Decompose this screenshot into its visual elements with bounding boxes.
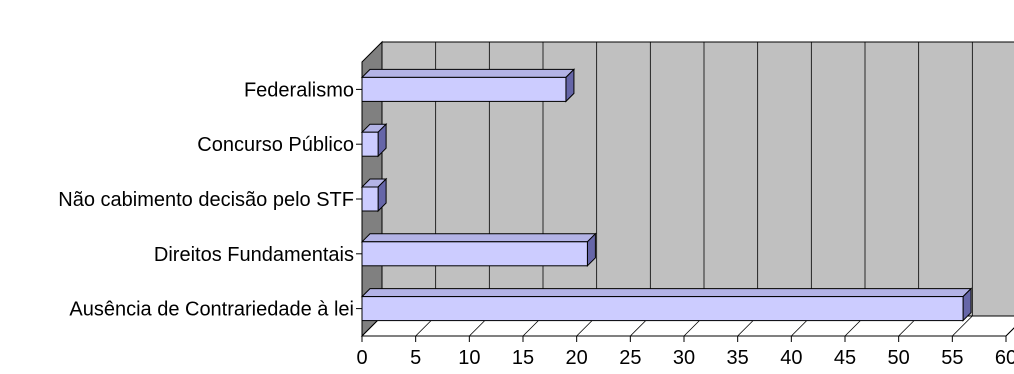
x-tick-label: 25 <box>619 347 641 369</box>
bar <box>361 241 588 267</box>
x-tick-label: 40 <box>780 347 802 369</box>
x-tick-label: 35 <box>727 347 749 369</box>
x-tick-label: 10 <box>458 347 480 369</box>
x-tick-label: 0 <box>356 347 367 369</box>
bar <box>361 76 567 102</box>
x-tick-label: 20 <box>566 347 588 369</box>
category-label: Federalismo <box>244 79 354 101</box>
bar-top <box>360 68 576 78</box>
y-axis-category-labels: Federalismo Concurso Público Não cabimento… <box>58 79 362 321</box>
bars <box>360 68 973 322</box>
category-label: Ausência de Contrariedade à lei <box>69 299 354 321</box>
x-tick-label: 5 <box>410 347 421 369</box>
x-tick-label: 50 <box>888 347 910 369</box>
x-tick-label: 60 <box>995 347 1014 369</box>
x-axis-tick-labels: 0 5 10 15 20 25 30 35 40 45 50 55 60 <box>356 347 1014 369</box>
x-tick-label: 30 <box>673 347 695 369</box>
bar <box>361 186 379 212</box>
x-tick-label: 55 <box>941 347 963 369</box>
bar <box>361 131 379 157</box>
bar <box>361 296 964 322</box>
x-tick-label: 45 <box>834 347 856 369</box>
bar-top <box>360 288 973 298</box>
floor-gridline <box>952 315 973 337</box>
x-tick-label: 15 <box>512 347 534 369</box>
category-label: Concurso Público <box>197 134 354 156</box>
floor-gridline <box>1005 327 1014 337</box>
bar-top <box>360 233 597 243</box>
category-label: Não cabimento decisão pelo STF <box>58 189 354 211</box>
category-label: Direitos Fundamentais <box>154 244 354 266</box>
